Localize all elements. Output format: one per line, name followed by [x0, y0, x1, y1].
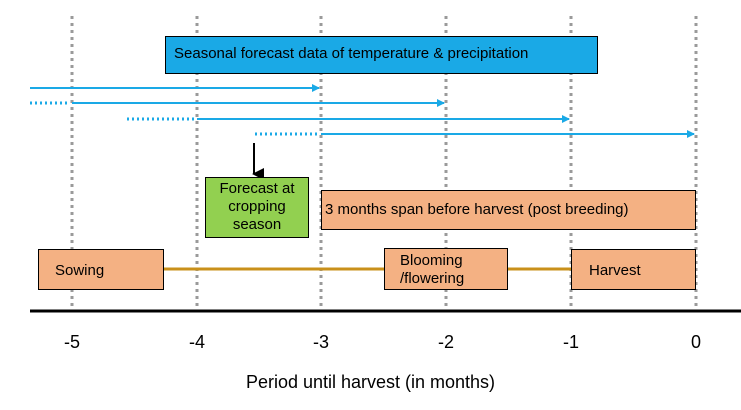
tick-label: -1 — [563, 332, 579, 352]
stage-sowing: Sowing — [38, 249, 164, 290]
x-axis-ticks: -5 -4 -3 -2 -1 0 — [64, 332, 701, 352]
x-axis-label: Period until harvest (in months) — [245, 372, 496, 392]
stage-harvest: Harvest — [571, 249, 696, 290]
seasonal-forecast-banner: Seasonal forecast data of temperature & … — [165, 36, 598, 74]
tick-label: -2 — [438, 332, 454, 352]
forecast-at-cropping-season-box: Forecast at cropping season — [205, 177, 309, 238]
tick-label: 0 — [691, 332, 701, 352]
stage-blooming: Blooming /flowering — [384, 248, 508, 290]
three-month-span-box: 3 months span before harvest (post breed… — [321, 190, 696, 230]
tick-label: -4 — [189, 332, 205, 352]
tick-label: -5 — [64, 332, 80, 352]
tick-label: -3 — [313, 332, 329, 352]
forecast-arrows — [30, 84, 695, 138]
